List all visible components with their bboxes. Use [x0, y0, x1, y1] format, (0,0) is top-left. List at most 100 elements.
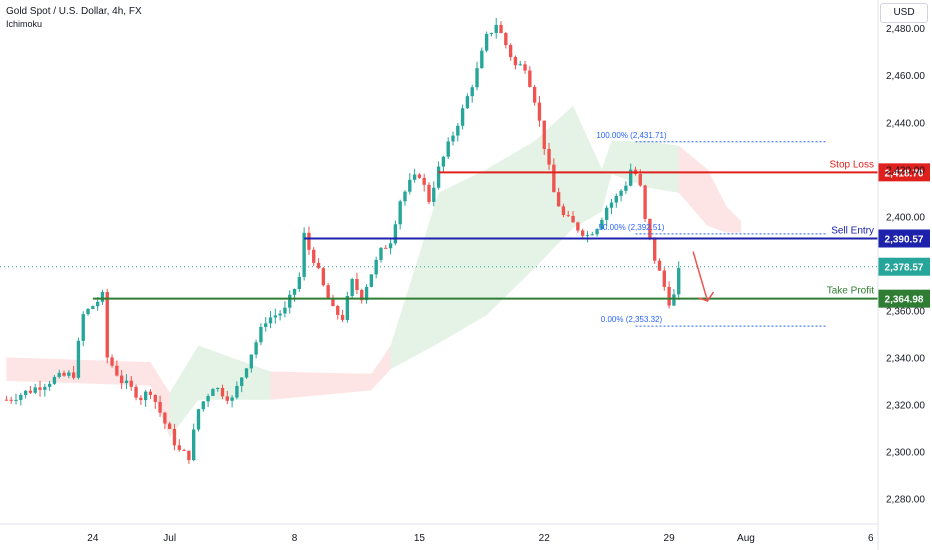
price-tag-0: [878, 163, 930, 182]
candle: [71, 365, 76, 380]
candle-body: [398, 201, 402, 225]
candle-body: [336, 306, 340, 315]
candle-body: [504, 33, 508, 46]
candle: [388, 238, 393, 255]
candle-body: [427, 184, 431, 202]
candle-body: [360, 289, 364, 301]
candle: [412, 168, 417, 183]
candle: [441, 155, 446, 172]
candle-body: [143, 391, 148, 401]
candle: [576, 221, 580, 233]
candle-body: [216, 387, 220, 390]
candle-body: [153, 394, 157, 402]
candle: [489, 32, 494, 37]
y-tick-label: 2,360.00: [886, 306, 925, 317]
candle: [302, 227, 306, 281]
candle: [91, 305, 95, 310]
candle-body: [326, 285, 330, 299]
candle: [595, 228, 599, 237]
currency-button[interactable]: USD: [880, 3, 928, 23]
candle-body: [388, 243, 393, 249]
candle-body: [235, 385, 239, 398]
candle-body: [167, 423, 172, 429]
ichimoku-cloud-segment: [601, 141, 612, 212]
symbol-title: Gold Spot / U.S. Dollar, 4h, FX: [6, 6, 142, 17]
candle: [129, 376, 133, 391]
candle: [657, 258, 662, 271]
candle: [206, 393, 210, 407]
candle-body: [657, 260, 662, 271]
candle: [28, 385, 33, 394]
candle: [566, 210, 570, 218]
candle-body: [489, 32, 494, 34]
candle-body: [38, 387, 42, 390]
candle: [667, 281, 671, 309]
candle: [350, 277, 354, 299]
candle: [600, 217, 604, 230]
candle-body: [95, 301, 100, 307]
price-tag-label-3: 2,378.57: [885, 263, 924, 274]
ichimoku-cloud-segment: [486, 141, 535, 316]
candle-body: [302, 232, 306, 277]
candle-body: [206, 395, 210, 402]
indicator-label: Ichimoku: [6, 19, 43, 29]
candle-body: [484, 33, 489, 51]
candle: [33, 383, 37, 395]
y-tick-label: 2,440.00: [886, 118, 925, 129]
candle-body: [28, 390, 33, 393]
fib-label-1: 50.00% (2,392.51): [599, 223, 665, 232]
candle: [249, 354, 253, 373]
candle-body: [321, 268, 326, 286]
candle: [614, 193, 618, 208]
candle-body: [71, 372, 76, 378]
candle: [316, 258, 321, 270]
candle: [609, 198, 614, 215]
candle: [321, 266, 326, 287]
candle: [417, 173, 422, 179]
candle-body: [187, 450, 191, 461]
candle: [312, 247, 316, 267]
candle: [23, 390, 28, 399]
candle-body: [283, 307, 287, 314]
level-name-0: Stop Loss: [830, 159, 874, 170]
candle-body: [129, 380, 133, 387]
candle: [211, 387, 215, 397]
y-tick-label: 2,300.00: [886, 447, 925, 458]
level-name-2: Take Profit: [827, 286, 874, 297]
candle-body: [643, 185, 647, 219]
candle-body: [580, 230, 585, 236]
candle-body: [653, 237, 657, 261]
candle-body: [76, 340, 81, 378]
candle-body: [672, 294, 676, 306]
candle-body: [451, 135, 455, 142]
candle: [331, 294, 335, 307]
candle-body: [542, 120, 546, 149]
candle-body: [268, 317, 273, 324]
candle: [360, 288, 364, 304]
candle-body: [33, 387, 37, 393]
candle-body: [379, 247, 383, 260]
candle: [499, 21, 503, 34]
candle: [484, 31, 489, 53]
candle: [148, 389, 153, 400]
candle: [561, 203, 566, 218]
candle-body: [259, 326, 263, 343]
candle: [196, 408, 201, 432]
candle-body: [508, 45, 513, 58]
candle: [192, 423, 196, 462]
candle-body: [119, 375, 124, 384]
candle-body: [513, 57, 518, 66]
candle-body: [590, 234, 594, 236]
candle: [292, 288, 297, 302]
candle: [456, 123, 460, 142]
candle-body: [619, 190, 623, 196]
candle: [201, 400, 205, 412]
y-tick-label: 2,320.00: [886, 400, 925, 411]
candle: [240, 376, 244, 393]
candle-body: [523, 64, 527, 71]
candle: [556, 187, 561, 207]
y-tick-label: 2,480.00: [886, 24, 925, 35]
candle: [590, 231, 594, 236]
candle-body: [196, 409, 201, 430]
